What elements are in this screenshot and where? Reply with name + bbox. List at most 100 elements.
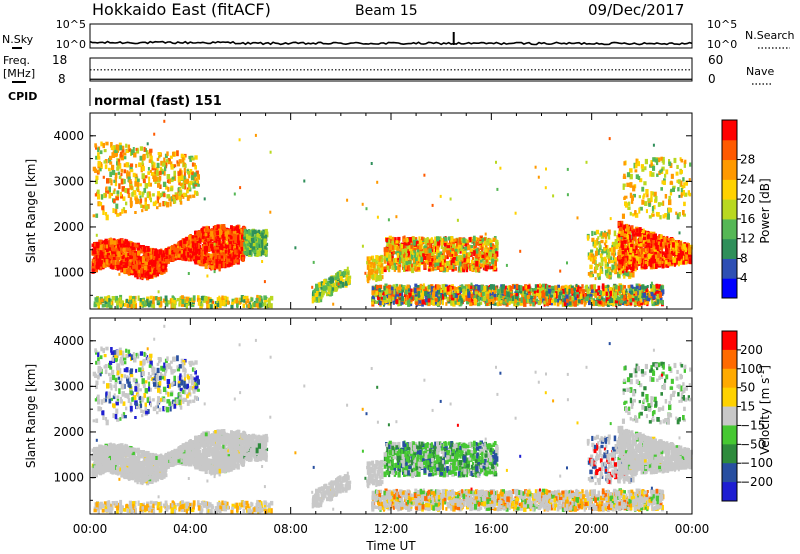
power-echo-cell [128,262,132,267]
power-echo-cell [141,257,146,264]
power-echo-cell [181,302,185,307]
power-echo-cell [165,253,168,257]
power-echo-cell [135,266,139,270]
power-echo-cell [346,266,349,272]
power-echo-cell [139,155,143,161]
power-echo-cell [270,295,274,301]
power-echo-cell [140,204,144,208]
power-echo-cell [176,245,180,250]
noise-right-tick-bottom: 10^0 [707,38,737,51]
power-echo-cell [412,239,416,246]
power-echo-cell [191,249,195,254]
power-echo-cell [484,244,488,250]
power-echo-cell [144,261,148,266]
frequency-panel: Freq. [MHz] 18 8 60 0 Nave CPID normal (… [3,53,774,109]
power-echo-cell [148,181,151,187]
power-echo-cell [144,272,147,278]
power-echo-cell [223,259,227,263]
power-echo-cell [474,240,477,245]
power-echo-cell [177,171,180,176]
power-echo-cell [123,303,127,307]
power-echo-cell [110,238,113,245]
power-echo-cell [248,247,252,251]
power-echo-cell [234,249,237,255]
power-echo-cell [129,164,133,171]
power-echo-cell [426,246,430,250]
power-echo-cell [95,213,99,218]
power-echo-cell [119,145,123,151]
power-echo-cell [149,271,153,275]
power-echo-cell [134,270,137,274]
power-echo-cell [219,228,222,233]
power-echo-cell [129,255,132,260]
power-echo-cell [189,243,192,249]
power-echo-cell [470,245,473,249]
power-echo-cell [124,238,127,245]
power-echo-cell [263,300,266,305]
power-echo-cell [137,180,140,184]
power-echo-cell [158,192,162,197]
power-echo-cell [138,260,142,264]
power-echo-cell [118,163,122,169]
power-echo-cell [120,155,124,161]
power-echo-cell [468,252,472,256]
power-echo-cell [126,252,130,258]
power-echo-cell [324,279,327,283]
power-echo-cell [199,301,203,306]
power-echo-cell [191,162,195,167]
power-echo-cell [191,245,195,251]
power-echo-cell [249,232,252,237]
power-echo-cell [91,268,95,274]
power-echo-cell [218,239,221,246]
power-echo-cell [558,300,562,305]
power-echo-cell [483,254,487,260]
power-echo-cell [183,251,187,257]
power-echo-cell [95,175,99,180]
power-echo-cell [117,244,120,250]
power-echo-cell [432,266,435,271]
power-echo-cell [439,267,444,271]
power-echo-cell [188,298,192,302]
power-echo-cell [187,252,190,258]
power-echo-cell [313,288,318,292]
power-echo-cell [245,247,249,253]
power-echo-cell [235,259,239,263]
power-echo-cell [397,266,401,273]
power-echo-cell [146,296,150,301]
power-echo-cell [233,299,236,304]
power-echo-cell [182,242,185,248]
power-echo-cell [399,257,402,261]
power-echo-cell [235,297,239,304]
noise-right-label: N.Search [745,29,795,42]
power-echo-cell [139,183,142,187]
power-echo-cell [314,299,317,302]
power-echo-cell [139,302,143,307]
power-echo-cell [147,302,152,307]
power-echo-cell [137,188,140,192]
power-echo-cell [170,164,174,170]
power-echo-cell [144,201,147,206]
power-echo-cell [156,195,159,201]
power-echo-cell [374,268,377,274]
power-echo-cell [179,296,183,300]
power-echo-cell [194,243,197,250]
power-echo-cell [216,303,220,308]
power-echo-cell [179,254,183,258]
power-echo-cell [456,243,459,248]
power-echo-cell [245,233,250,240]
power-echo-cell [163,264,167,271]
power-echo-cell [188,235,192,241]
power-echo-cell [172,151,175,157]
power-echo-cell [198,249,201,255]
power-echo-cell [347,275,352,279]
power-echo-cell [194,230,197,237]
power-echo-cell [366,264,370,270]
power-echo-cell [383,247,387,252]
power-echo-cell [184,181,187,187]
power-echo-cell [141,166,145,172]
power-echo-cell [141,262,144,268]
power-echo-cell [148,159,152,163]
power-echo-cell [390,257,394,264]
power-echo-cell [177,254,181,258]
power-echo-cell [108,239,111,245]
